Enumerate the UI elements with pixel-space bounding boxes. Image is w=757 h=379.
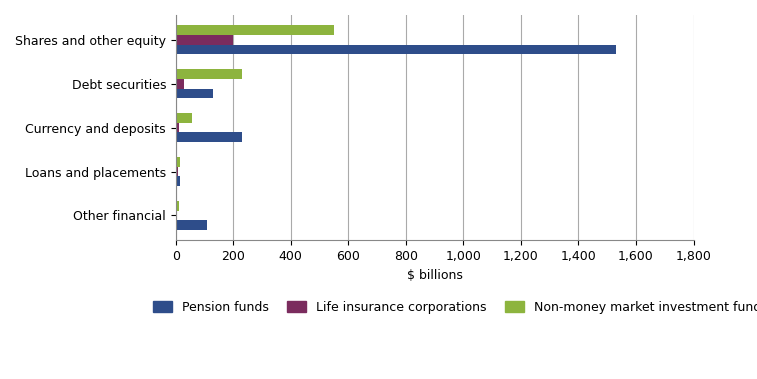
Bar bbox=[176, 113, 192, 123]
Bar bbox=[176, 201, 179, 211]
Bar bbox=[176, 35, 233, 45]
Bar bbox=[176, 123, 179, 132]
Bar bbox=[176, 79, 185, 89]
Bar bbox=[176, 220, 207, 230]
Bar bbox=[176, 89, 213, 98]
Legend: Pension funds, Life insurance corporations, Non-money market investment funds: Pension funds, Life insurance corporatio… bbox=[148, 296, 757, 319]
Bar bbox=[176, 157, 180, 167]
Bar bbox=[176, 211, 177, 220]
X-axis label: $ billions: $ billions bbox=[407, 268, 463, 282]
Bar bbox=[176, 167, 178, 176]
Bar bbox=[176, 69, 242, 79]
Bar bbox=[176, 176, 180, 186]
Bar bbox=[176, 25, 334, 35]
Bar bbox=[176, 45, 616, 54]
Bar bbox=[176, 132, 242, 142]
